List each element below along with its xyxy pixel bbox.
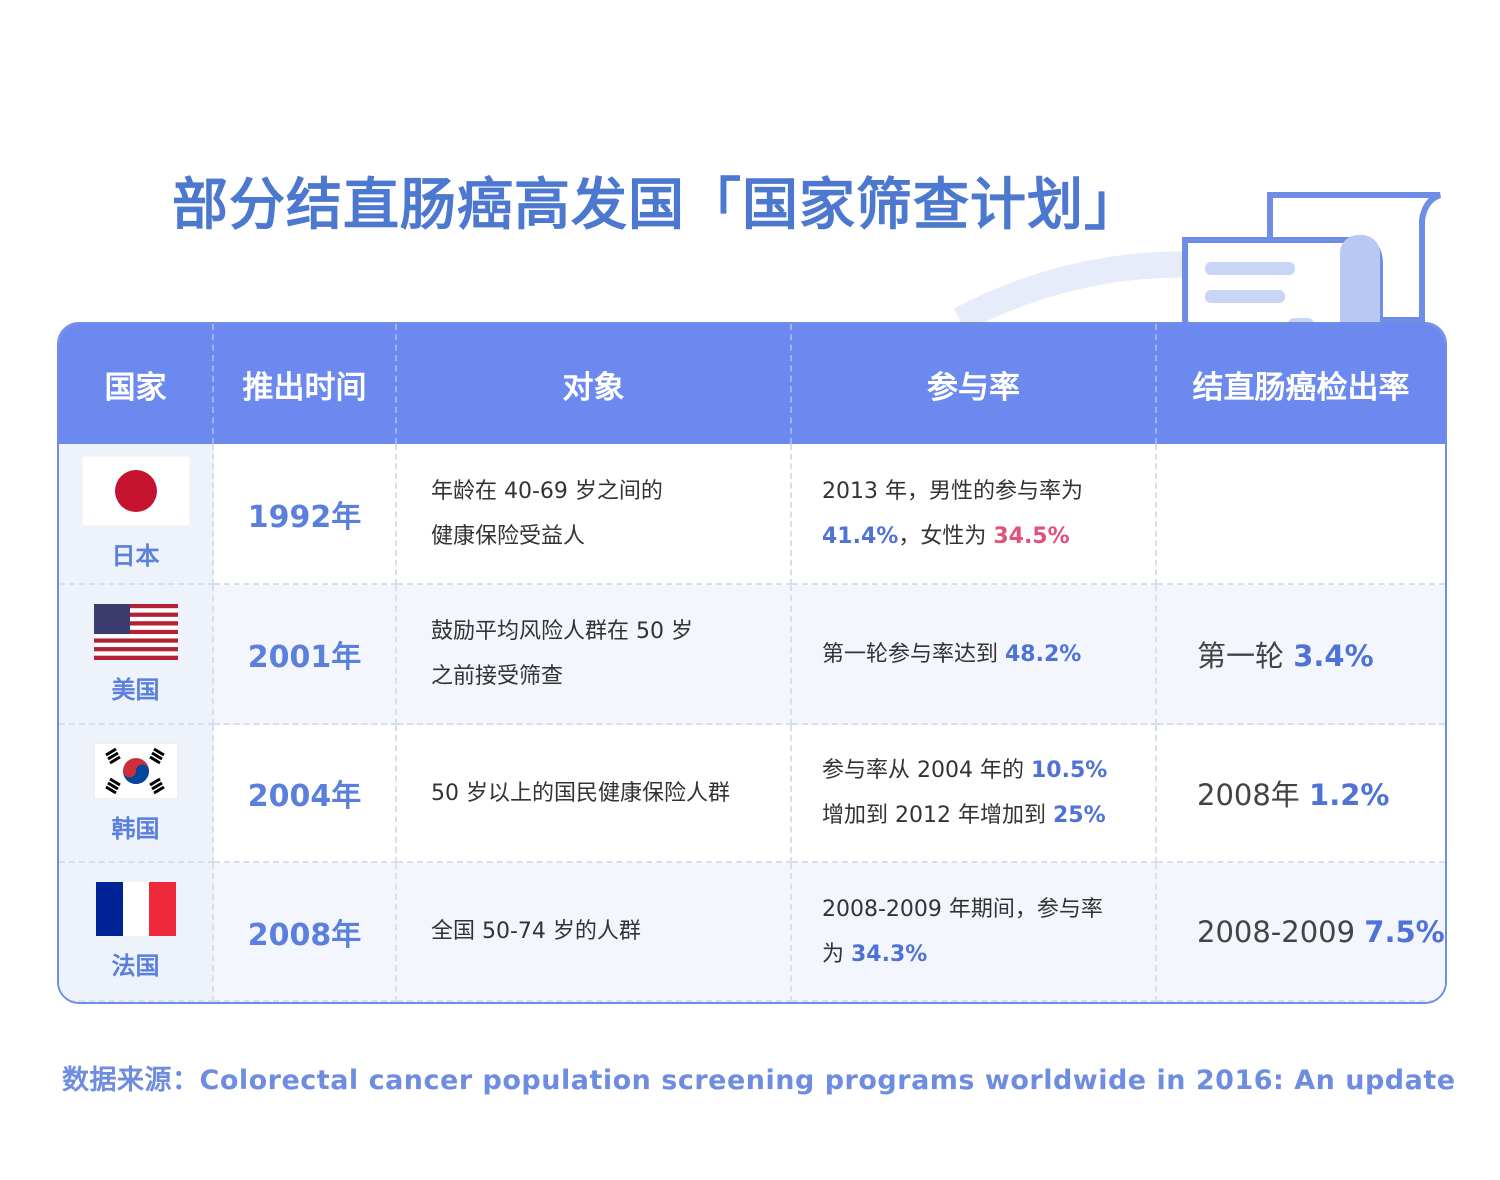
- detection-cell: [1157, 444, 1445, 585]
- text-segment: 41.4%: [822, 523, 899, 549]
- detection-line: 2008年 1.2%: [1197, 772, 1445, 814]
- header-cell: 参与率: [792, 324, 1157, 444]
- participation-line: 2013 年，男性的参与率为: [822, 469, 1155, 514]
- flag: [81, 455, 190, 530]
- year-cell: 2001年: [214, 585, 397, 725]
- text-segment: 增加到 2012 年增加到: [822, 803, 1053, 828]
- country-name: 日本: [111, 542, 160, 570]
- target-line: 50 岁以上的国民健康保险人群: [431, 780, 730, 806]
- text-segment: 34.5%: [993, 523, 1070, 549]
- target-line: 健康保险受益人: [431, 523, 586, 549]
- country-name: 美国: [111, 675, 160, 704]
- source: 数据来源：Colorectal cancer population screen…: [62, 1065, 1456, 1096]
- participation-cell: 第一轮参与率达到 48.2%: [792, 585, 1157, 725]
- year: 2008年: [247, 917, 362, 953]
- title: 部分结直肠癌高发国「国家筛查计划」: [172, 173, 1141, 238]
- text-segment: 48.2%: [1005, 641, 1082, 667]
- target-line: 之前接受筛查: [431, 664, 564, 689]
- table: 国家 推出时间 对象 参与率 结直肠癌检出率 日本 1992年 年龄在 40-69 岁之间的健…: [57, 322, 1447, 1004]
- target-cell: 全国 50-74 岁的人群: [397, 863, 792, 1002]
- text-segment: 为: [822, 941, 851, 967]
- country-name: 法国: [111, 952, 160, 980]
- flag: [95, 882, 176, 940]
- target-cell: 50 岁以上的国民健康保险人群: [397, 725, 792, 863]
- target-line: 全国 50-74 岁的人群: [431, 919, 641, 944]
- text-segment: 参与率从 2004 年的: [822, 758, 1031, 783]
- text-segment: 3.4%: [1293, 639, 1374, 673]
- participation-line: 增加到 2012 年增加到 25%: [822, 793, 1155, 838]
- participation-line: 第一轮参与率达到 48.2%: [822, 632, 1155, 677]
- country-cell: 日本: [59, 444, 214, 585]
- year-cell: 2004年: [214, 725, 397, 863]
- participation-line: 参与率从 2004 年的 10.5%: [822, 748, 1155, 793]
- detection-cell: 2008-2009 7.5%: [1157, 863, 1445, 1002]
- detection-line: 第一轮 3.4%: [1197, 633, 1445, 675]
- header-cell: 结直肠癌检出率: [1157, 324, 1445, 444]
- year-cell: 1992年: [214, 444, 397, 585]
- text-segment: 1.2%: [1309, 778, 1390, 812]
- text-segment: 第一轮: [1197, 639, 1294, 673]
- year: 2001年: [247, 640, 362, 675]
- participation-cell: 参与率从 2004 年的 10.5% 增加到 2012 年增加到 25%: [792, 725, 1157, 863]
- flag: [93, 603, 178, 664]
- text-segment: 2013 年，男性的参与率为: [822, 478, 1083, 504]
- participation-line: 41.4%，女性为 34.5%: [822, 514, 1155, 559]
- country-cell: 美国: [59, 585, 214, 725]
- target-line: 年龄在 40-69 岁之间的: [431, 478, 663, 504]
- detection-cell: 2008年 1.2%: [1157, 725, 1445, 863]
- country-cell: 法国: [59, 863, 214, 1002]
- text-segment: 34.3%: [851, 941, 928, 967]
- header-cell: 对象: [397, 324, 792, 444]
- year: 1992年: [247, 499, 362, 535]
- participation-line: 2008-2009 年期间，参与率: [822, 887, 1155, 932]
- target-cell: 年龄在 40-69 岁之间的 健康保险受益人: [397, 444, 792, 585]
- header-cell: 推出时间: [214, 324, 397, 444]
- text-segment: ，女性为: [898, 523, 994, 549]
- flag: [93, 742, 178, 803]
- text-segment: 2008年: [1197, 778, 1310, 812]
- text-segment: 第一轮参与率达到: [822, 641, 1005, 667]
- detection-cell: 第一轮 3.4%: [1157, 585, 1445, 725]
- participation-line: 为 34.3%: [822, 932, 1155, 977]
- detection-line: 2008-2009 7.5%: [1197, 915, 1445, 949]
- participation-cell: 2008-2009 年期间，参与率为 34.3%: [792, 863, 1157, 1002]
- participation-cell: 2013 年，男性的参与率为 41.4%，女性为 34.5%: [792, 444, 1157, 585]
- header-cell: 国家: [59, 324, 214, 444]
- year-cell: 2008年: [214, 863, 397, 1002]
- text-segment: 2008-2009 年期间，参与率: [822, 896, 1103, 922]
- text-segment: 2008-2009: [1197, 914, 1365, 949]
- target-cell: 鼓励平均风险人群在 50 岁之前接受筛查: [397, 585, 792, 725]
- text-segment: 7.5%: [1364, 914, 1445, 949]
- year: 2004年: [247, 779, 362, 814]
- country-cell: 韩国: [59, 725, 214, 863]
- country-name: 韩国: [111, 814, 160, 843]
- text-segment: 25%: [1052, 803, 1106, 828]
- target-line: 鼓励平均风险人群在 50 岁: [431, 619, 693, 644]
- text-segment: 10.5%: [1030, 758, 1108, 783]
